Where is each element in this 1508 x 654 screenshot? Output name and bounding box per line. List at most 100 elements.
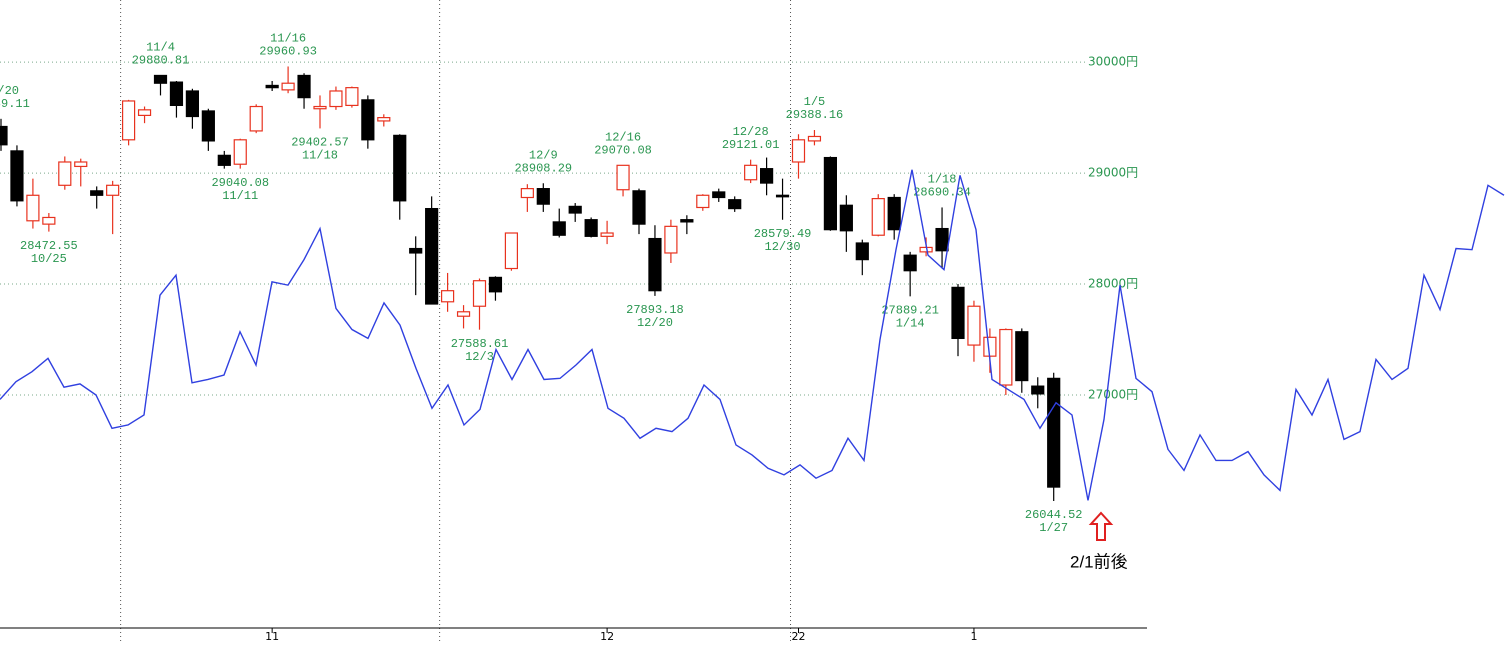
candle-body [680, 219, 694, 223]
annotation-date: 12/3 [465, 350, 494, 364]
y-tick-label: 30000円 [1088, 55, 1138, 69]
candle-body [839, 204, 853, 232]
annotation-price: 29388.16 [786, 108, 844, 122]
candle-body [664, 225, 678, 254]
annotation-price: 28908.29 [514, 161, 572, 175]
y-label-bg [1086, 53, 1144, 72]
candle-body [169, 81, 184, 107]
candle-body [58, 161, 72, 186]
candle-body [728, 199, 742, 210]
y-label-bg [1086, 164, 1144, 183]
candle-body [409, 247, 423, 254]
annotation-price: 29960.93 [259, 45, 317, 59]
annotation-price: 29121.01 [722, 138, 780, 152]
annotation-date: 1/14 [896, 317, 925, 331]
annotation-date: 11/4 [146, 41, 175, 55]
annotation-date: 12/28 [733, 125, 769, 139]
annotation-price: 28690.34 [913, 186, 971, 200]
candle-body [297, 74, 311, 99]
candle-body [488, 276, 503, 293]
x-tick-label: 22 [792, 630, 806, 643]
candle-body [520, 188, 534, 199]
candle-body [951, 286, 965, 340]
annotation-date: 12/9 [529, 148, 558, 162]
annotation-price: 29070.08 [594, 143, 652, 157]
y-label-bg [1086, 385, 1144, 404]
candle-body [249, 105, 263, 132]
annotation-date: 1/5 [804, 95, 826, 109]
annotation-date: 12/30 [765, 240, 801, 254]
candle-body [775, 194, 790, 198]
candle-body [1047, 377, 1061, 488]
candle-body [568, 205, 582, 214]
y-tick-label: 27000円 [1088, 387, 1138, 401]
candle-body [903, 254, 917, 272]
candle-body [696, 194, 710, 209]
candle-body [536, 188, 550, 205]
candle-body [999, 328, 1013, 386]
candle-body [26, 194, 40, 222]
annotation-date: 1/18 [928, 173, 957, 187]
candle-body [600, 232, 614, 237]
annotation-price: 29040.08 [211, 176, 269, 190]
x-tick-label: 1 [970, 630, 977, 643]
x-tick-label: 11 [265, 630, 279, 643]
annotation-date: 1/27 [1039, 521, 1068, 535]
candle-body [791, 139, 806, 163]
candle-body [74, 161, 88, 168]
candle-body [552, 221, 566, 236]
annotation-price: 27889.21 [881, 304, 939, 318]
candle-body [329, 90, 343, 108]
candle-body [584, 219, 598, 237]
candle-body [823, 156, 838, 231]
candle-body [185, 90, 199, 118]
candle-body [377, 117, 391, 122]
annotation-price: 28579.49 [754, 227, 812, 241]
candle-body [233, 139, 247, 165]
candle-body [153, 74, 168, 84]
annotation-price: 29880.81 [132, 54, 190, 68]
annotation-date: 12/20 [637, 316, 673, 330]
candle-body [121, 100, 136, 141]
candle-body [616, 164, 630, 191]
candle-body [10, 150, 24, 202]
candle-body [137, 109, 152, 116]
annotation-price: 28472.55 [20, 239, 78, 253]
candle-body [106, 184, 120, 196]
candle-body [425, 207, 439, 305]
candle-body [632, 190, 646, 225]
x-tick-label: 12 [600, 630, 614, 643]
candle-body [281, 82, 295, 91]
y-tick-label: 29000円 [1088, 166, 1138, 180]
candle-body [504, 232, 518, 270]
candle-body [871, 198, 885, 236]
candle-body [472, 280, 487, 307]
candle-body [1015, 331, 1029, 382]
candle-body [712, 191, 726, 199]
candle-body [42, 216, 56, 225]
y-tick-label: 28000円 [1088, 277, 1138, 291]
candle-body [967, 305, 981, 346]
candle-body [265, 84, 279, 89]
candle-body [393, 134, 407, 202]
candle-body [0, 125, 8, 146]
annotation-price: 27893.18 [626, 303, 684, 317]
annotation-date: 10/25 [31, 252, 67, 266]
candle-body [855, 242, 869, 261]
annotation-date: 11/18 [302, 149, 338, 163]
candle-body [361, 99, 375, 141]
candle-body [217, 154, 231, 166]
candle-body [744, 164, 758, 181]
annotation-price: 29402.57 [291, 136, 349, 150]
candle-body [887, 196, 901, 231]
candle-body [441, 290, 455, 303]
candle-body [648, 237, 662, 292]
annotation-date: 11/11 [222, 189, 258, 203]
candle-body [456, 311, 471, 317]
candle-body [313, 105, 327, 110]
y-label-bg [1086, 275, 1144, 294]
annotation-price: 29489.11 [0, 97, 30, 111]
candle-body [935, 227, 949, 252]
